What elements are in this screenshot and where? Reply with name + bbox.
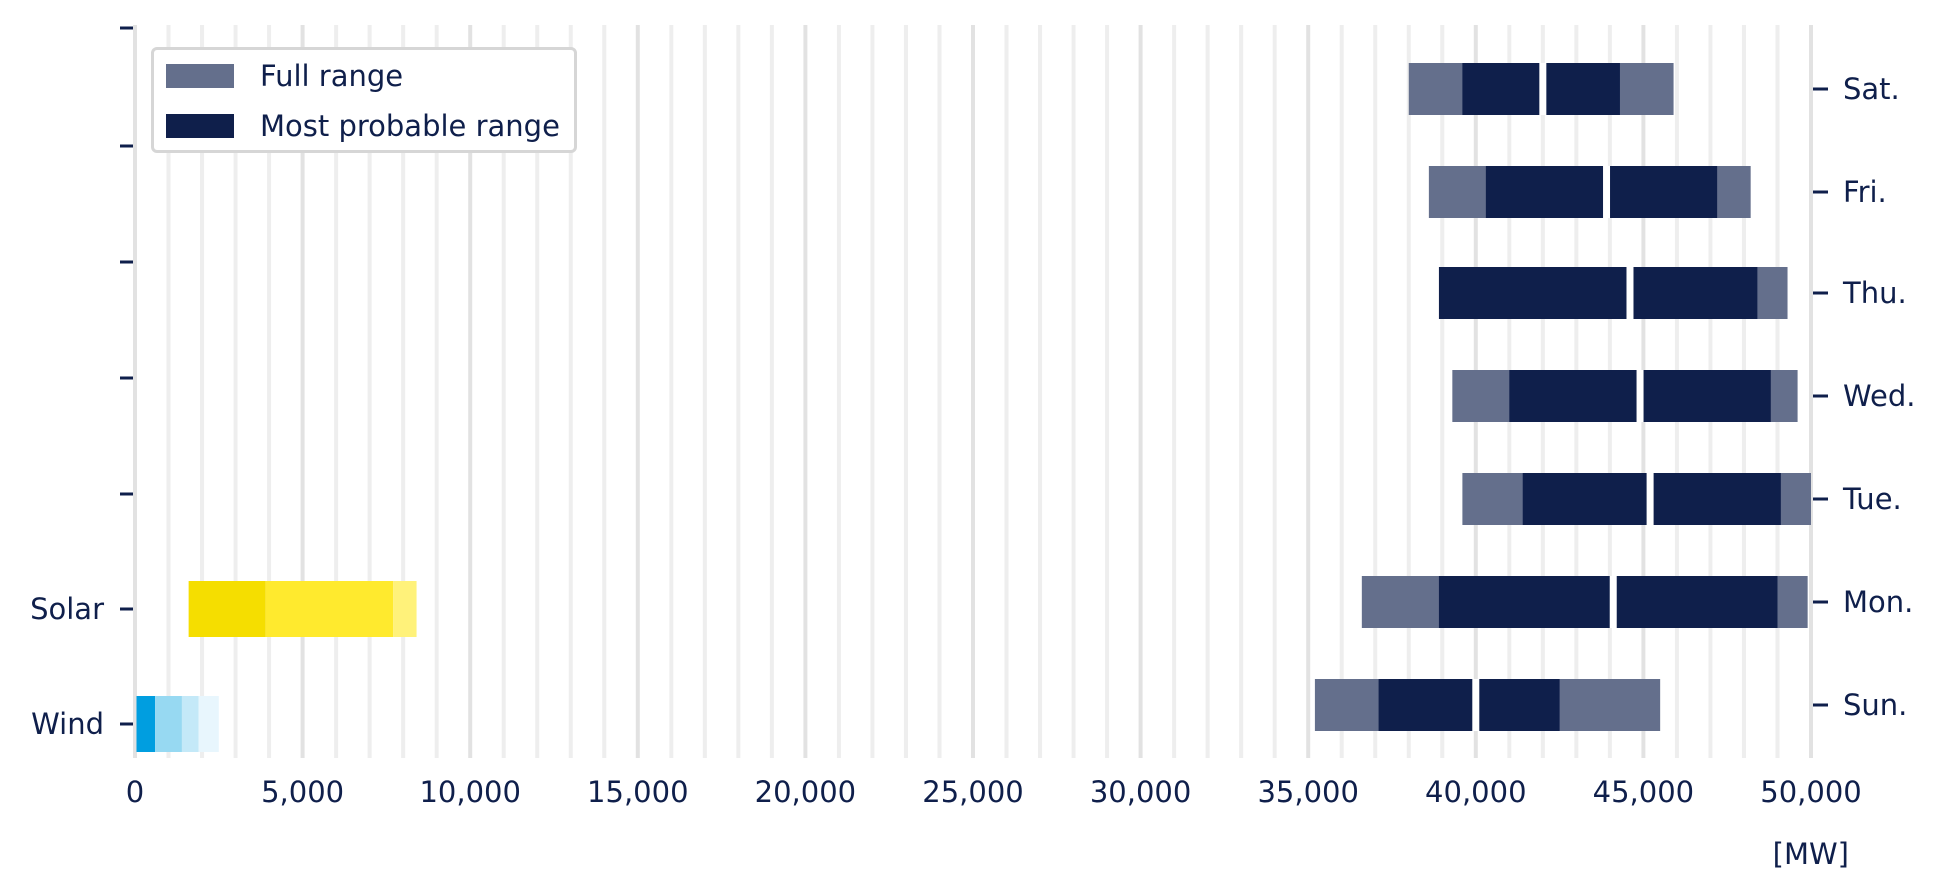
legend-item-full-range: Full range [166, 56, 403, 96]
most-probable-range-bar [1378, 679, 1560, 731]
bars [135, 63, 1811, 752]
x-tick-label: 20,000 [755, 775, 856, 809]
x-tick-label: 0 [126, 775, 144, 809]
legend-swatch-full-range [166, 64, 234, 88]
left-category-label: Wind [31, 707, 104, 741]
legend-item-most-probable-range: Most probable range [166, 106, 560, 146]
axes: 0 5,000 10,000 15,000 20,000 25,000 30,000 35,0… [30, 25, 1915, 871]
right-category-label: Tue. [1842, 482, 1902, 516]
legend-label-most-probable-range: Most probable range [260, 109, 560, 143]
right-category-label: Wed. [1843, 379, 1915, 413]
most-probable-range-bar [1438, 267, 1758, 319]
unit-label: [MW] [1773, 837, 1849, 871]
wind-bar-segment [155, 696, 182, 752]
x-tick-label: 15,000 [587, 775, 688, 809]
x-tick-label: 50,000 [1760, 775, 1861, 809]
solar-bar-segment [393, 581, 417, 637]
wind-bar-segment [135, 696, 156, 752]
most-probable-range-bar [1485, 166, 1718, 218]
x-tick-label: 25,000 [922, 775, 1023, 809]
left-category-label: Solar [30, 592, 104, 626]
x-tick-label: 30,000 [1090, 775, 1191, 809]
right-category-label: Thu. [1842, 276, 1907, 310]
legend-label-full-range: Full range [260, 59, 404, 93]
legend: Full range Most probable range [151, 47, 577, 153]
x-tick-label: 35,000 [1257, 775, 1358, 809]
wind-bar-segment [181, 696, 199, 752]
x-tick-label: 40,000 [1425, 775, 1526, 809]
solar-bar-segment [265, 581, 394, 637]
wind-bar-segment [198, 696, 219, 752]
legend-swatch-most-probable-range [166, 114, 234, 138]
right-category-label: Sat. [1843, 72, 1900, 106]
right-category-label: Sun. [1843, 688, 1907, 722]
right-category-label: Fri. [1843, 175, 1887, 209]
x-tick-label: 5,000 [261, 775, 344, 809]
solar-bar-segment [188, 581, 266, 637]
most-probable-range-bar [1438, 576, 1778, 628]
x-tick-label: 10,000 [419, 775, 520, 809]
x-tick-label: 45,000 [1593, 775, 1694, 809]
right-category-label: Mon. [1843, 585, 1913, 619]
